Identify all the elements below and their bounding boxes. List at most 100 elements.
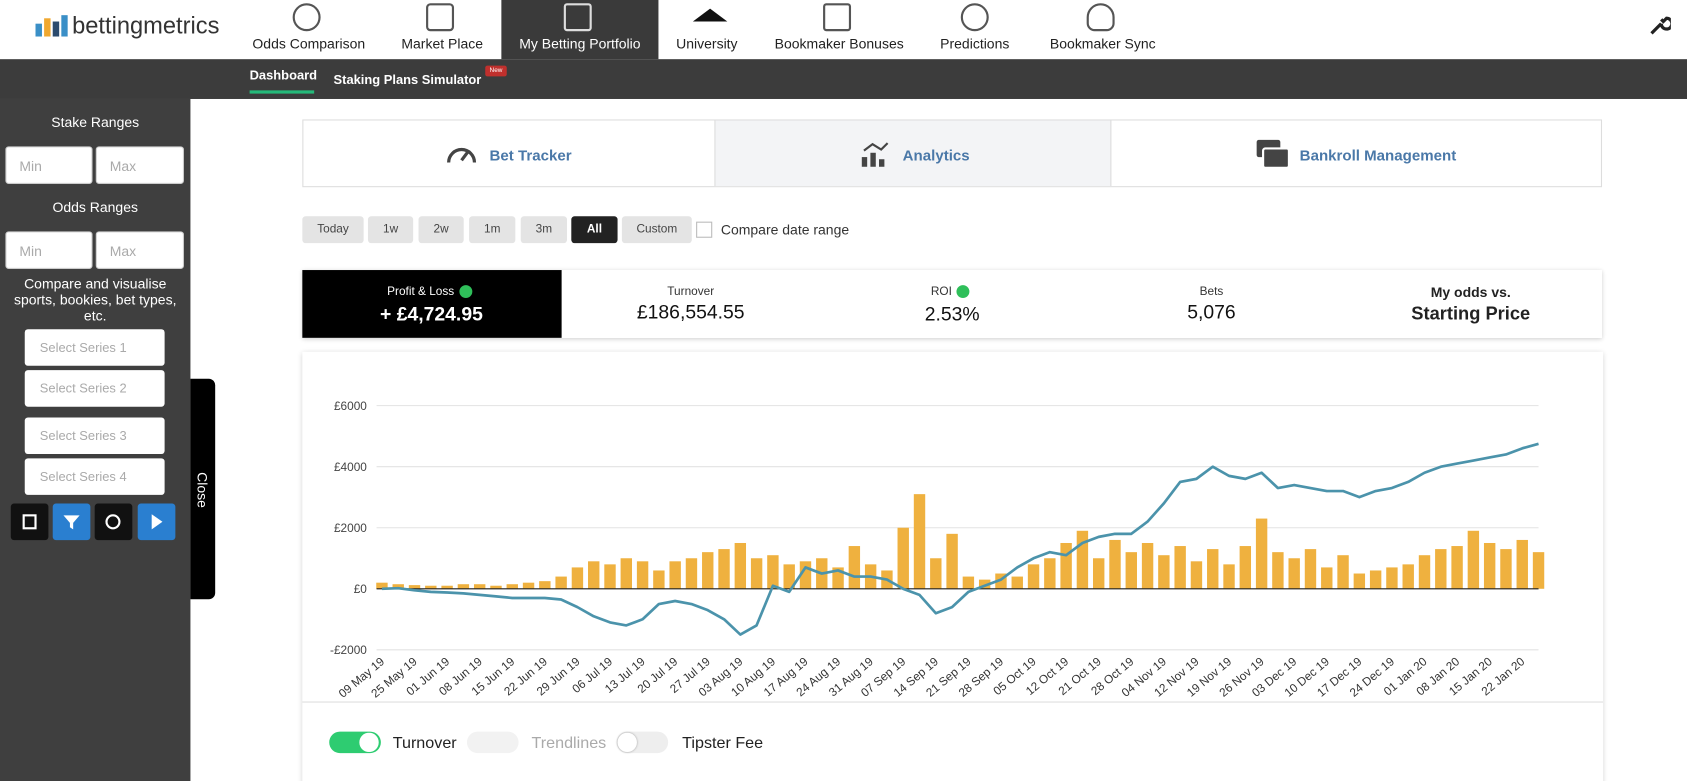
toggle-knob — [359, 732, 379, 753]
bar — [408, 585, 421, 589]
bar — [490, 585, 502, 589]
bar — [539, 581, 551, 589]
input[interactable]: Max — [95, 231, 184, 269]
bar — [1288, 558, 1300, 589]
date-button[interactable]: 1w — [367, 216, 414, 244]
checkbox[interactable] — [696, 221, 713, 238]
y-tick-label: -£2000 — [330, 643, 367, 657]
bar — [799, 561, 812, 589]
nav-icon — [563, 3, 592, 32]
bar — [376, 582, 388, 589]
date-button[interactable]: Today — [302, 216, 364, 244]
line — [381, 442, 1539, 636]
compare-text: Compare and visualise sports, bookies, b… — [13, 275, 177, 324]
bar — [620, 558, 632, 589]
nav-item[interactable]: University — [676, 35, 738, 52]
bar — [1321, 567, 1333, 589]
series-select[interactable]: Select Series 2 — [24, 370, 165, 407]
nav-item[interactable]: My Betting Portfolio — [519, 35, 641, 52]
bar — [1044, 558, 1056, 589]
stat-value: £186,554.55 — [636, 301, 745, 323]
toggle-label[interactable]: Tipster Fee — [682, 733, 764, 753]
bar — [913, 494, 926, 589]
stat-label: ROI — [930, 285, 952, 299]
refresh-button[interactable] — [94, 503, 133, 541]
nav-item[interactable]: Market Place — [401, 35, 484, 52]
bar — [1451, 546, 1463, 589]
y-tick-label: £4000 — [334, 460, 367, 474]
bar — [930, 558, 942, 589]
bar — [832, 567, 844, 589]
series-select[interactable]: Select Series 4 — [24, 458, 165, 495]
bar — [392, 584, 404, 589]
up-icon — [459, 285, 473, 299]
toggle-label[interactable]: Trendlines — [531, 733, 607, 753]
stat-label: Profit & Loss — [387, 285, 455, 299]
input[interactable]: Max — [95, 146, 184, 184]
series-select[interactable]: Select Series 1 — [24, 329, 165, 366]
bar — [506, 584, 518, 589]
new-badge: New — [485, 65, 507, 77]
series-select[interactable]: Select Series 3 — [24, 417, 165, 455]
bar — [1239, 546, 1252, 589]
subnav-item[interactable]: Staking Plans Simulator — [333, 72, 482, 88]
toggle-label[interactable]: Turnover — [392, 733, 457, 753]
bar — [1223, 564, 1235, 589]
toggle-off[interactable] — [466, 731, 519, 754]
tab[interactable]: Analytics — [902, 146, 970, 164]
nav-item[interactable]: Bookmaker Sync — [1049, 35, 1156, 52]
date-button[interactable]: 2w — [418, 216, 464, 244]
bar — [1500, 549, 1512, 589]
nav-icon — [692, 8, 728, 22]
bar — [1093, 558, 1105, 589]
bar — [962, 576, 975, 589]
tab-icon — [447, 147, 477, 163]
bar — [718, 549, 730, 589]
nav-item[interactable]: Predictions — [940, 35, 1010, 52]
bar — [1060, 542, 1072, 589]
odds-title: Odds Ranges — [52, 199, 138, 216]
stat-value: 5,076 — [1187, 301, 1236, 323]
subnav-item[interactable]: Dashboard — [249, 67, 318, 83]
compare-label[interactable]: Compare date range — [720, 221, 850, 238]
up-icon — [956, 285, 970, 299]
bar — [1353, 573, 1366, 589]
stat-active-bg — [302, 270, 562, 338]
date-button[interactable]: Custom — [621, 216, 692, 244]
stat-value: + £4,724.95 — [380, 303, 483, 325]
save-button[interactable] — [10, 503, 49, 541]
stat-label: Turnover — [667, 285, 715, 299]
bar — [702, 552, 714, 589]
input[interactable]: Min — [5, 146, 93, 184]
toggle-knob — [617, 732, 637, 753]
bar — [1125, 552, 1137, 589]
stat-label: Bets — [1199, 285, 1224, 299]
bar — [669, 561, 681, 589]
nav-item[interactable]: Bookmaker Bonuses — [774, 35, 904, 52]
bar — [783, 564, 795, 589]
bar — [1255, 518, 1268, 589]
bar — [1532, 552, 1545, 589]
nav-icon — [823, 3, 852, 32]
close-tab[interactable] — [190, 378, 216, 600]
nav-icon — [960, 3, 989, 32]
bar — [1011, 576, 1023, 589]
bar — [522, 582, 535, 589]
y-tick-label: £2000 — [334, 521, 367, 535]
stat-value: 2.53% — [924, 303, 980, 325]
bar — [1207, 549, 1219, 589]
bar — [1141, 542, 1154, 589]
logo[interactable]: bettingmetrics — [72, 11, 220, 39]
stake-title: Stake Ranges — [51, 114, 140, 131]
date-button[interactable]: 1m — [469, 216, 516, 244]
tab[interactable]: Bet Tracker — [489, 146, 572, 164]
date-button[interactable]: All — [571, 216, 618, 244]
bar — [848, 546, 861, 589]
input[interactable]: Min — [5, 231, 93, 269]
bar — [1516, 539, 1528, 589]
tab[interactable]: Bankroll Management — [1299, 146, 1457, 164]
bar — [1402, 564, 1414, 589]
settings-icon[interactable] — [1649, 14, 1671, 36]
nav-item[interactable]: Odds Comparison — [252, 35, 366, 52]
date-button[interactable]: 3m — [520, 216, 567, 244]
